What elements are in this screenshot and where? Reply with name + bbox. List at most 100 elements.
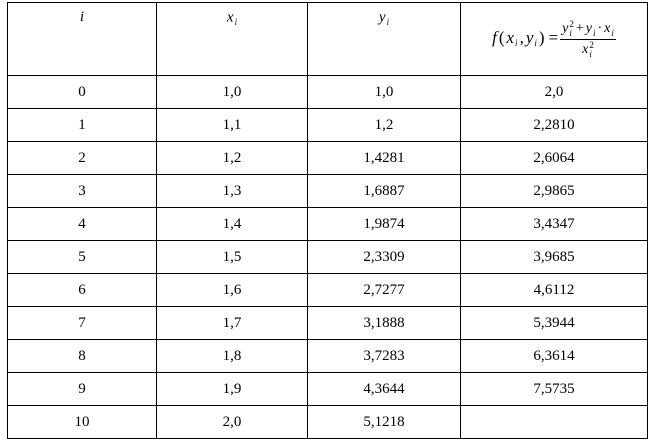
data-row: 5 1,5 2,3309 3,9685 [7, 240, 648, 274]
token: = [547, 28, 561, 48]
cell-text: 2,2810 [533, 116, 575, 133]
cell-text: 2,6064 [533, 149, 575, 166]
token: · [596, 21, 605, 37]
cell-text: 4 [78, 215, 86, 232]
cell-text: 1,6 [222, 281, 242, 298]
token: y i [586, 20, 596, 38]
cell: 4,6112 [460, 273, 648, 307]
symbol: x [604, 20, 611, 36]
symbol: y [585, 20, 592, 36]
cell-text: 3 [78, 182, 86, 199]
cell: 4,3644 [307, 372, 461, 406]
subscript: i [611, 27, 614, 38]
cell: 2,7277 [307, 273, 461, 307]
cell: 1,9 [156, 372, 308, 406]
cell: 2,9865 [460, 174, 648, 208]
token: x i [227, 9, 237, 27]
subscript: i [569, 27, 572, 38]
cell: 1,3 [156, 174, 308, 208]
token: y i [526, 28, 537, 48]
scripts: i [593, 20, 596, 38]
data-row: 3 1,3 1,6887 2,9865 [7, 174, 648, 208]
cell: 1,5 [156, 240, 308, 274]
cell-text: 6 [78, 281, 86, 298]
data-row: 6 1,6 2,7277 4,6112 [7, 273, 648, 307]
cell: 0 [7, 75, 157, 109]
token: , [518, 28, 526, 48]
cell-text: 1 [78, 116, 86, 133]
cell: 3,1888 [307, 306, 461, 340]
cell-text: 2,9865 [533, 182, 575, 199]
token: x i [604, 20, 614, 38]
cell-text: 1,9874 [363, 215, 405, 232]
subscript: i [515, 38, 518, 48]
cell-text: 4,3644 [363, 380, 405, 397]
symbol: y [562, 20, 569, 36]
cell-text: 1,0 [374, 83, 394, 100]
cell: 3,7283 [307, 339, 461, 373]
token: ( [497, 28, 507, 48]
data-row: 7 1,7 3,1888 5,3944 [7, 306, 648, 340]
symbol: y [525, 27, 534, 47]
data-row: 1 1,1 1,2 2,2810 [7, 108, 648, 142]
header-cell: i [7, 2, 157, 76]
cell: 1,4281 [307, 141, 461, 175]
cell: 1 [7, 108, 157, 142]
cell-text: 3,7283 [363, 347, 405, 364]
cell-text: 1,7 [222, 314, 242, 331]
symbol: ( [498, 27, 505, 47]
scripts: i [235, 9, 238, 27]
cell-text: 1,2 [222, 149, 242, 166]
cell-text: 10 [74, 413, 90, 430]
cell-text: 5 [78, 248, 86, 265]
symbol: x [226, 9, 234, 26]
cell: 6,3614 [460, 339, 648, 373]
symbol: f [492, 27, 497, 47]
cell: 1,2 [156, 141, 308, 175]
cell: 1,0 [307, 75, 461, 109]
cell: 2 [7, 141, 157, 175]
cell: 8 [7, 339, 157, 373]
cell-text: 5,3944 [533, 314, 575, 331]
cell: 2,0 [460, 75, 648, 109]
cell: 7,5735 [460, 372, 648, 406]
symbol: i [79, 9, 85, 25]
cell-text: 5,1218 [363, 413, 405, 430]
cell: 3,4347 [460, 207, 648, 241]
cell-text: 1,8 [222, 347, 242, 364]
scripts: i [611, 20, 614, 38]
numerator: y 2 i + y i · x i [560, 19, 616, 40]
cell-text: 2,0 [222, 413, 242, 430]
cell: 1,8 [156, 339, 308, 373]
cell: 10 [7, 405, 157, 439]
cell-text: 1,9 [222, 380, 242, 397]
cell-text: 1,5 [222, 248, 242, 265]
cell: 1,1 [156, 108, 308, 142]
cell: 7 [7, 306, 157, 340]
cell: 4 [7, 207, 157, 241]
cell: 2,6064 [460, 141, 648, 175]
cell-text: 1,1 [222, 116, 242, 133]
scripts: i [515, 30, 518, 48]
data-row: 10 2,0 5,1218 [7, 405, 648, 439]
subscript: i [234, 17, 238, 27]
cell-text: 3,9685 [533, 248, 575, 265]
cell-text: 1,2 [374, 116, 394, 133]
cell-text: 1,0 [222, 83, 242, 100]
symbol: = [548, 27, 559, 47]
symbol: x [582, 41, 589, 57]
token: f [492, 28, 497, 48]
cell: 3 [7, 174, 157, 208]
cell: 1,6 [156, 273, 308, 307]
cell: 1,4 [156, 207, 308, 241]
cell: 1,2 [307, 108, 461, 142]
data-row: 2 1,2 1,4281 2,6064 [7, 141, 648, 175]
header-cell: y i [307, 2, 461, 76]
